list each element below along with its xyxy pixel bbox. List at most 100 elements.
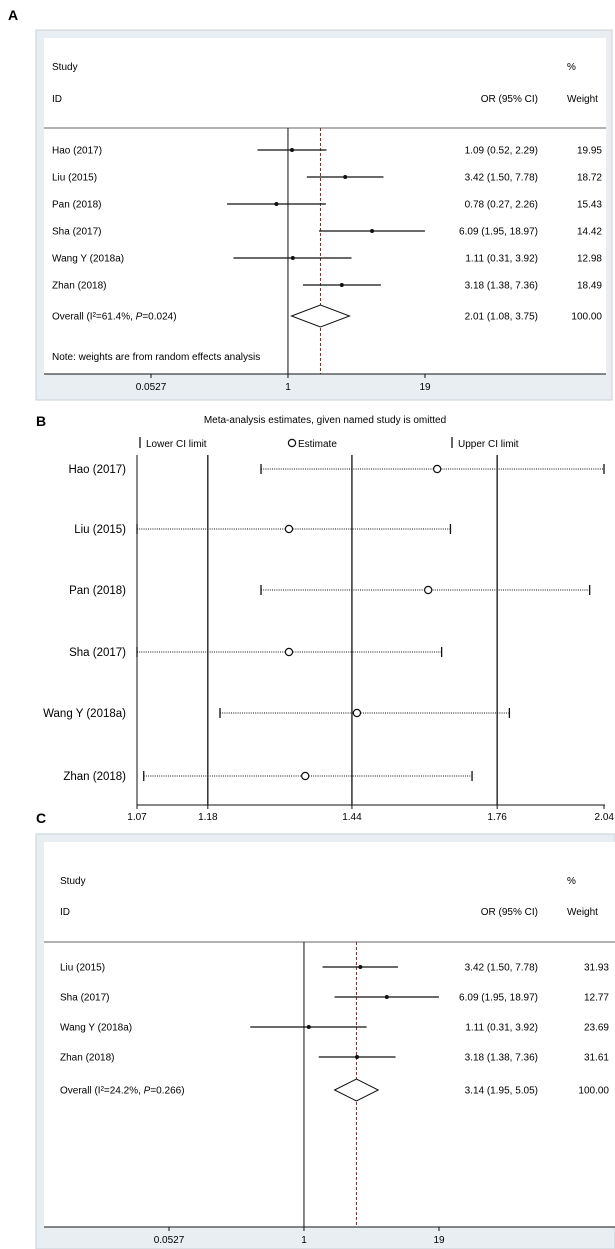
study-label: Zhan (2018) [52,281,106,292]
x-tick-label: 19 [419,382,431,393]
weight-text: 23.69 [584,1023,609,1034]
or-ci-text: 3.42 (1.50, 7.78) [465,173,538,184]
study-label: Sha (2017) [60,993,109,1004]
legend-estimate-mark [287,438,297,448]
study-row: Sha (2017) 6.09 (1.95, 18.97) 12.77 [60,993,609,1004]
point-estimate [358,965,363,969]
x-tick-label: 0.0527 [154,1235,185,1246]
sensitivity-row: Zhan (2018) [63,771,473,783]
point-estimate [384,995,389,999]
weight-text: 15.43 [577,200,602,211]
weight-text: 18.72 [577,173,602,184]
title-b: Meta-analysis estimates, given named stu… [204,415,446,426]
row-label: Wang Y (2018a) [43,708,126,720]
panel-letter-b: B [36,413,46,429]
legend-estimate-label: Estimate [298,439,337,450]
panel-letter-c: C [36,810,46,826]
overall-weight-text: 100.00 [578,1086,609,1097]
panel-letter-a: A [8,7,18,23]
sensitivity-row: Wang Y (2018a) [43,708,511,720]
legend-lower-label: Lower CI limit [146,439,207,450]
x-tick-label: 0.0527 [136,382,167,393]
weight-text: 31.61 [584,1053,609,1064]
estimate-marker [284,647,294,657]
point-estimate [274,202,279,206]
study-label: Zhan (2018) [60,1053,114,1064]
legend-upper-label: Upper CI limit [458,439,519,450]
estimate-marker [432,464,442,474]
estimate-marker [284,524,294,534]
overall-diamond [333,1078,380,1102]
study-label: Hao (2017) [52,146,102,157]
or-ci-text: 3.18 (1.38, 7.36) [465,1053,538,1064]
row-label: Sha (2017) [69,647,126,659]
overall-diamond [290,304,351,328]
x-tick-label: 1.07 [127,812,147,823]
study-row: Zhan (2018) 3.18 (1.38, 7.36) 31.61 [60,1053,609,1064]
sensitivity-row: Hao (2017) [68,464,605,476]
or-ci-text: 3.18 (1.38, 7.36) [465,281,538,292]
x-tick-label: 1.18 [198,812,218,823]
point-estimate [339,283,344,287]
weight-text: 18.49 [577,281,602,292]
sensitivity-row: Liu (2015) [74,524,452,536]
overall-or-ci-text: 3.14 (1.95, 5.05) [465,1086,538,1097]
or-ci-text: 6.09 (1.95, 18.97) [459,227,538,238]
header-pct-a: % [567,62,576,73]
sensitivity-row: Sha (2017) [69,647,443,659]
point-estimate [370,229,375,233]
sensitivity-plot-b: Meta-analysis estimates, given named stu… [43,415,614,823]
weight-text: 12.77 [584,993,609,1004]
forest-plot-c: Study ID OR (95% CI) % Weight Liu (2015)… [35,833,615,1249]
or-ci-text: 1.11 (0.31, 3.92) [465,254,538,265]
header-id-a: ID [52,94,62,105]
study-label: Pan (2018) [52,200,101,211]
x-tick-label: 1.76 [487,812,507,823]
x-tick-label: 1 [301,1235,307,1246]
study-row: Sha (2017) 6.09 (1.95, 18.97) 14.42 [52,227,602,238]
x-tick-label: 1.44 [342,812,362,823]
weight-text: 14.42 [577,227,602,238]
point-estimate [289,148,294,152]
header-or-a: OR (95% CI) [481,94,538,105]
header-or-c: OR (95% CI) [481,907,538,918]
weight-text: 12.98 [577,254,602,265]
row-label: Zhan (2018) [63,771,126,783]
or-ci-text: 0.78 (0.27, 2.26) [465,200,538,211]
estimate-marker [423,585,433,595]
point-estimate [306,1025,311,1029]
point-estimate [343,175,348,179]
or-ci-text: 1.11 (0.31, 3.92) [465,1023,538,1034]
study-row: Hao (2017) 1.09 (0.52, 2.29) 19.95 [52,146,602,157]
study-label: Liu (2015) [52,173,97,184]
header-study-a: Study [52,62,78,73]
study-row: Liu (2015) 3.42 (1.50, 7.78) 31.93 [60,963,609,974]
header-id-c: ID [60,907,70,918]
weight-text: 19.95 [577,146,602,157]
weight-text: 31.93 [584,963,609,974]
header-weight-c: Weight [567,907,598,918]
study-label: Liu (2015) [60,963,105,974]
or-ci-text: 6.09 (1.95, 18.97) [459,993,538,1004]
row-label: Liu (2015) [74,524,126,536]
row-label: Pan (2018) [69,585,126,597]
x-tick-label: 1 [285,382,291,393]
overall-label: Overall (I²=61.4%, P=0.024) [52,312,177,323]
study-row: Wang Y (2018a) 1.11 (0.31, 3.92) 12.98 [52,254,602,265]
study-row: Liu (2015) 3.42 (1.50, 7.78) 18.72 [52,173,602,184]
estimate-marker [352,708,362,718]
study-label: Sha (2017) [52,227,101,238]
overall-weight-text: 100.00 [571,312,602,323]
study-row: Pan (2018) 0.78 (0.27, 2.26) 15.43 [52,200,602,211]
point-estimate [355,1055,360,1059]
or-ci-text: 1.09 (0.52, 2.29) [465,146,538,157]
frame-inner-c [44,842,615,1227]
overall-or-ci-text: 2.01 (1.08, 3.75) [465,312,538,323]
row-label: Hao (2017) [68,464,126,476]
or-ci-text: 3.42 (1.50, 7.78) [465,963,538,974]
point-estimate [290,256,295,260]
overall-label: Overall (I²=24.2%, P=0.266) [60,1086,185,1097]
sensitivity-row: Pan (2018) [69,585,591,597]
study-label: Wang Y (2018a) [60,1023,132,1034]
